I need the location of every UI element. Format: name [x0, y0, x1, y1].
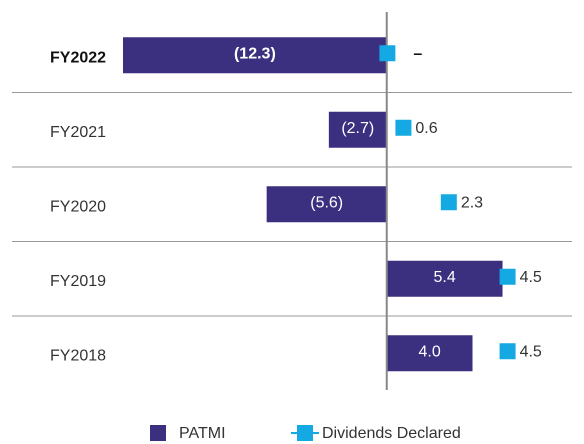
- dividend-value-label: 2.3: [461, 194, 483, 211]
- category-label: FY2019: [50, 273, 106, 290]
- bar: [386, 260, 503, 297]
- legend-label: PATMI: [179, 425, 226, 442]
- dividend-marker: [499, 268, 516, 285]
- dividend-value-label: 4.5: [520, 343, 542, 360]
- bar-value-label: 5.4: [434, 269, 456, 286]
- dividend-value-label: 0.6: [415, 120, 437, 137]
- legend-swatch: [297, 425, 313, 441]
- bar-value-label: (5.6): [310, 194, 343, 211]
- bar: [123, 37, 387, 74]
- category-label: FY2018: [50, 347, 106, 364]
- bar: [266, 186, 387, 223]
- category-label: FY2020: [50, 198, 106, 215]
- dividend-value-label: 4.5: [520, 269, 542, 286]
- legend-swatch: [150, 425, 166, 441]
- bar: [386, 335, 473, 372]
- bar-value-label: (12.3): [234, 45, 276, 62]
- dividend-marker: [395, 119, 412, 136]
- bar-value-label: (2.7): [341, 120, 374, 137]
- category-label: FY2021: [50, 124, 106, 141]
- dividend-value-label: –: [413, 45, 422, 62]
- category-label: FY2022: [50, 49, 106, 66]
- dividend-marker: [379, 45, 396, 62]
- dividend-marker: [440, 194, 457, 211]
- bar: [328, 111, 387, 148]
- dividend-marker: [499, 343, 516, 360]
- bar-value-label: 4.0: [419, 343, 441, 360]
- legend-label: Dividends Declared: [322, 425, 461, 442]
